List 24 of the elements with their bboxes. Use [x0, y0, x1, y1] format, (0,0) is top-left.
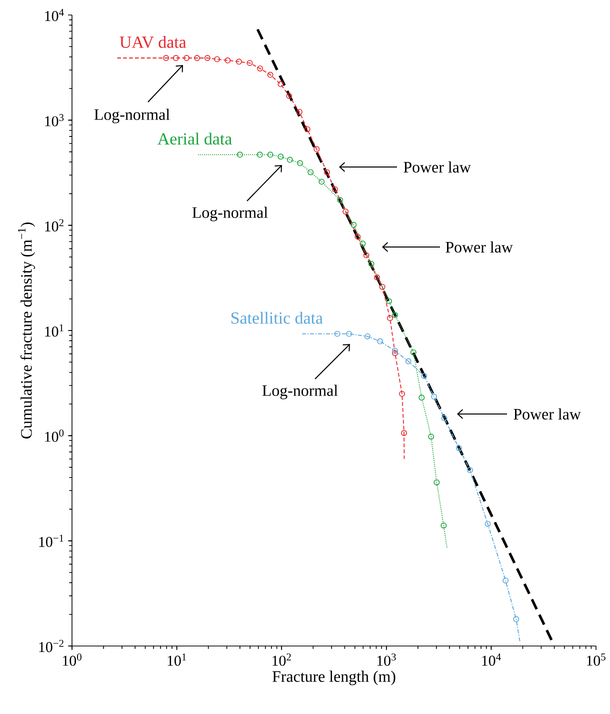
series-label: UAV data [120, 36, 186, 48]
y-tick-label: 10$^{3}$ [45, 114, 64, 126]
series-label: Aerial data [158, 132, 232, 145]
x-tick-label: 10$^{1}$ [168, 654, 186, 666]
annotation: Power law [446, 241, 513, 253]
x-axis-title: Fracture length (m) [272, 670, 396, 686]
annotation: Log-normal [94, 108, 170, 124]
x-tick-label: 10$^{3}$ [377, 654, 396, 666]
y-tick-label: 10$^{1}$ [45, 324, 64, 337]
y-axis-title: Cumulative fracture density (m$^{−1}$) [18, 222, 36, 438]
annotation: Power law [404, 161, 471, 173]
series-label: Satellitic data [231, 312, 323, 324]
y-tick-label: 10$^{2}$ [45, 219, 64, 232]
y-tick-label: 10$^{4}$ [45, 8, 64, 22]
x-tick-label: 10$^{4}$ [482, 654, 501, 666]
y-tick-label: 10$^{−1}$ [39, 534, 64, 547]
x-tick-label: 10$^{2}$ [272, 654, 291, 666]
x-tick-label: 10$^{0}$ [62, 654, 82, 666]
x-tick-label: 10$^{5}$ [586, 654, 606, 666]
y-tick-label: 10$^{0}$ [45, 430, 64, 442]
annotation: Log-normal [192, 206, 268, 222]
annotation: Log-normal [262, 384, 338, 400]
annotation: Power law [514, 408, 581, 420]
y-tick-label: 10$^{−2}$ [39, 640, 64, 652]
